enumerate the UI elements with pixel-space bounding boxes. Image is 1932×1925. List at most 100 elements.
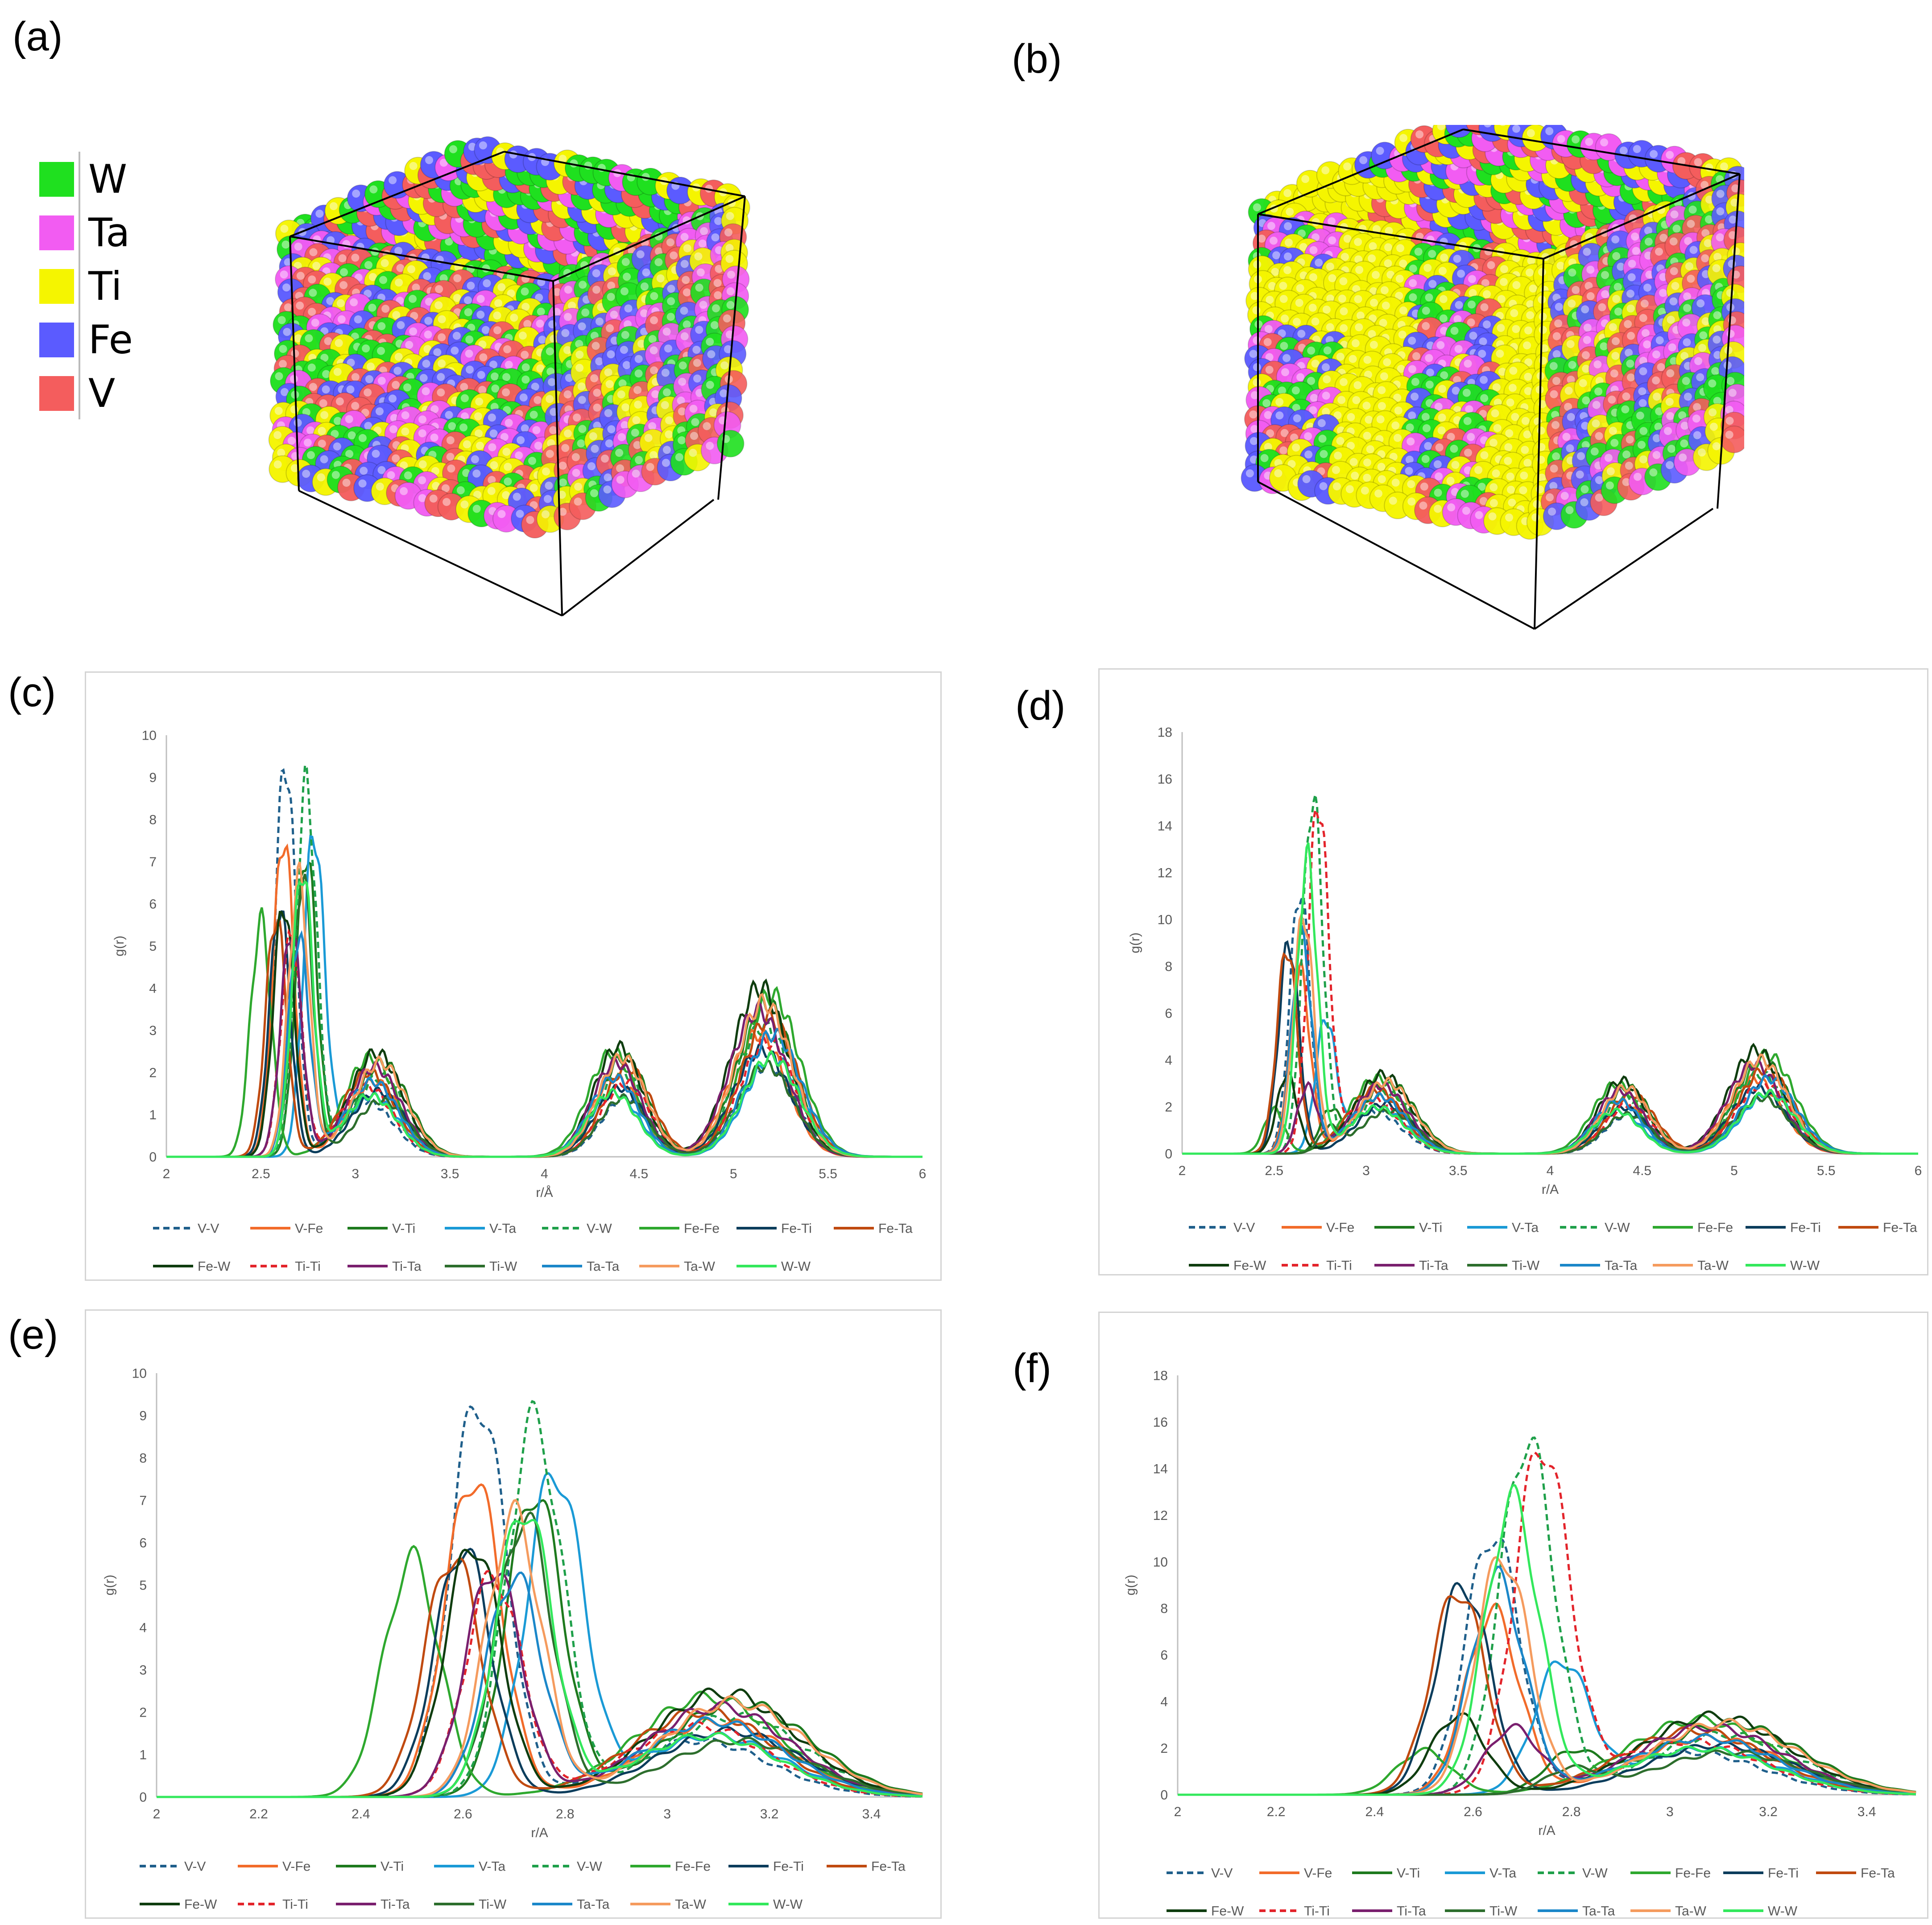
atom-highlight bbox=[1408, 336, 1416, 345]
atom-highlight bbox=[429, 494, 438, 503]
atom-highlight bbox=[1638, 399, 1647, 407]
atom-highlight bbox=[303, 439, 312, 447]
atom-highlight bbox=[1377, 463, 1386, 471]
atom-highlight bbox=[1600, 342, 1608, 351]
atom-highlight bbox=[590, 489, 598, 497]
legend-label: Ta-Ta bbox=[1605, 1258, 1638, 1273]
x-axis-label: r/Å bbox=[536, 1185, 553, 1200]
atom-highlight bbox=[439, 158, 448, 167]
atom-highlight bbox=[1397, 364, 1405, 373]
atom-highlight bbox=[1489, 483, 1498, 492]
atom-highlight bbox=[394, 352, 403, 361]
atom-highlight bbox=[1352, 396, 1361, 404]
atom-highlight bbox=[1268, 282, 1276, 290]
atom-highlight bbox=[563, 390, 572, 398]
atom-highlight bbox=[1415, 130, 1424, 139]
atom-highlight bbox=[1729, 231, 1737, 240]
x-tick-label: 3 bbox=[1666, 1805, 1674, 1819]
legend-entry-w-w: W-W bbox=[728, 1897, 803, 1912]
series-line-ta-ta bbox=[157, 1571, 923, 1798]
atom-highlight bbox=[1709, 408, 1717, 417]
atom-highlight bbox=[1641, 329, 1650, 337]
atom-highlight bbox=[620, 346, 628, 354]
atom-highlight bbox=[714, 291, 722, 299]
atom-highlight bbox=[472, 469, 481, 478]
atom-highlight bbox=[564, 429, 572, 438]
atom-highlight bbox=[604, 409, 612, 417]
atom-highlight bbox=[364, 422, 372, 430]
legend-label: Ta-W bbox=[684, 1259, 716, 1274]
atom-highlight bbox=[1286, 207, 1294, 216]
atom-highlight bbox=[465, 349, 473, 358]
atom-highlight bbox=[1479, 497, 1488, 505]
atom-highlight bbox=[1567, 413, 1575, 421]
atom-highlight bbox=[640, 309, 648, 318]
atom-highlight bbox=[1519, 486, 1527, 494]
atom-highlight bbox=[604, 368, 612, 377]
box-edge bbox=[290, 151, 505, 237]
atom-highlight bbox=[636, 250, 645, 259]
atom-highlight bbox=[315, 210, 324, 218]
series-line-fe-ti bbox=[1178, 1581, 1916, 1796]
y-axis-label: g(r) bbox=[102, 1575, 117, 1596]
atom-highlight bbox=[1406, 423, 1414, 432]
atom-highlight bbox=[715, 265, 723, 273]
atom-highlight bbox=[1326, 262, 1334, 271]
legend-label: W-W bbox=[781, 1259, 811, 1274]
atom-highlight bbox=[1457, 269, 1465, 278]
atom-highlight bbox=[1292, 443, 1300, 452]
series-line-v-ta bbox=[157, 1472, 923, 1798]
atom-highlight bbox=[500, 433, 509, 441]
atom-highlight bbox=[720, 361, 729, 370]
y-axis-label: g(r) bbox=[1128, 932, 1142, 953]
atom-highlight bbox=[1271, 268, 1279, 276]
atom-highlight bbox=[1688, 205, 1697, 214]
atom-highlight bbox=[1282, 354, 1291, 362]
atom-highlight bbox=[1332, 466, 1340, 474]
atom-highlight bbox=[1437, 125, 1445, 130]
atom-highlight bbox=[1446, 476, 1455, 485]
atom-highlight bbox=[1453, 376, 1461, 384]
atom-highlight bbox=[358, 479, 367, 488]
atom-highlight bbox=[1440, 371, 1448, 380]
y-tick-label: 5 bbox=[149, 939, 157, 954]
atom-highlight bbox=[1701, 229, 1710, 237]
atom-highlight bbox=[606, 324, 614, 332]
atom-highlight bbox=[607, 425, 616, 434]
atom-highlight bbox=[1537, 426, 1545, 435]
legend-entry-ti-w: Ti-W bbox=[434, 1897, 507, 1912]
atom-highlight bbox=[422, 387, 430, 395]
atom-highlight bbox=[418, 460, 427, 468]
atom-highlight bbox=[1628, 260, 1636, 268]
atom-highlight bbox=[1500, 265, 1508, 273]
atom-highlight bbox=[1627, 273, 1636, 282]
atom-highlight bbox=[1666, 151, 1674, 159]
atom-highlight bbox=[579, 281, 587, 289]
atom-highlight bbox=[1464, 360, 1472, 368]
atom-highlight bbox=[322, 370, 331, 378]
atom-highlight bbox=[1311, 233, 1320, 241]
atom-highlight bbox=[422, 360, 430, 368]
y-tick-label: 5 bbox=[139, 1578, 147, 1593]
atom-highlight bbox=[1462, 506, 1470, 515]
x-tick-label: 2 bbox=[163, 1167, 170, 1181]
atom-highlight bbox=[1512, 281, 1521, 289]
legend-label: Ti-Ti bbox=[1326, 1258, 1352, 1273]
legend-label: V-Fe bbox=[1326, 1221, 1354, 1235]
atom-highlight bbox=[574, 483, 583, 491]
atom-highlight bbox=[1354, 295, 1362, 303]
atom-highlight bbox=[1280, 429, 1289, 437]
atom-highlight bbox=[568, 302, 576, 310]
legend-swatch-ti bbox=[39, 269, 74, 304]
atom-highlight bbox=[317, 473, 325, 481]
atom-highlight bbox=[379, 276, 387, 284]
atom-highlight bbox=[1260, 454, 1269, 462]
atom-highlight bbox=[1395, 292, 1403, 300]
atom-highlight bbox=[1363, 458, 1371, 467]
atom-highlight bbox=[360, 467, 368, 475]
atom-highlight bbox=[564, 286, 572, 294]
atom-highlight bbox=[365, 375, 373, 383]
atom-highlight bbox=[488, 476, 496, 484]
atom-highlight bbox=[504, 463, 512, 471]
atom-highlight bbox=[1586, 292, 1595, 300]
